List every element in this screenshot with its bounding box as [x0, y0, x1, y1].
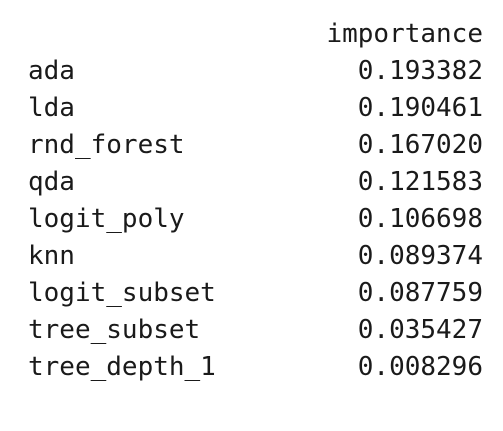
row-label: rnd_forest: [28, 130, 185, 160]
row-label: ada: [28, 56, 75, 86]
row-label: lda: [28, 93, 75, 123]
row-value: 0.190461: [357, 93, 483, 123]
row-value: 0.106698: [357, 204, 483, 234]
table-row: knn 0.089374: [18, 238, 483, 275]
row-label: knn: [28, 241, 75, 271]
row-value: 0.167020: [357, 130, 483, 160]
row-value: 0.193382: [357, 56, 483, 86]
table-row: qda 0.121583: [18, 164, 483, 201]
row-value: 0.008296: [357, 352, 483, 382]
importance-table: importance ada 0.193382 lda 0.190461 rnd…: [18, 16, 483, 386]
column-header: importance: [326, 19, 483, 49]
index-header: [18, 16, 268, 53]
table-row: ada 0.193382: [18, 53, 483, 90]
table-row: lda 0.190461: [18, 90, 483, 127]
table-row: logit_poly 0.106698: [18, 201, 483, 238]
row-label: qda: [28, 167, 75, 197]
row-value: 0.121583: [357, 167, 483, 197]
header-row: importance: [18, 16, 483, 53]
table-row: tree_subset 0.035427: [18, 312, 483, 349]
row-value: 0.087759: [357, 278, 483, 308]
row-label: tree_depth_1: [28, 352, 216, 382]
row-value: 0.089374: [357, 241, 483, 271]
row-value: 0.035427: [357, 315, 483, 345]
row-label: tree_subset: [28, 315, 201, 345]
row-label: logit_poly: [28, 204, 185, 234]
table-row: tree_depth_1 0.008296: [18, 349, 483, 386]
row-label: logit_subset: [28, 278, 216, 308]
table-row: rnd_forest 0.167020: [18, 127, 483, 164]
table-row: logit_subset 0.087759: [18, 275, 483, 312]
